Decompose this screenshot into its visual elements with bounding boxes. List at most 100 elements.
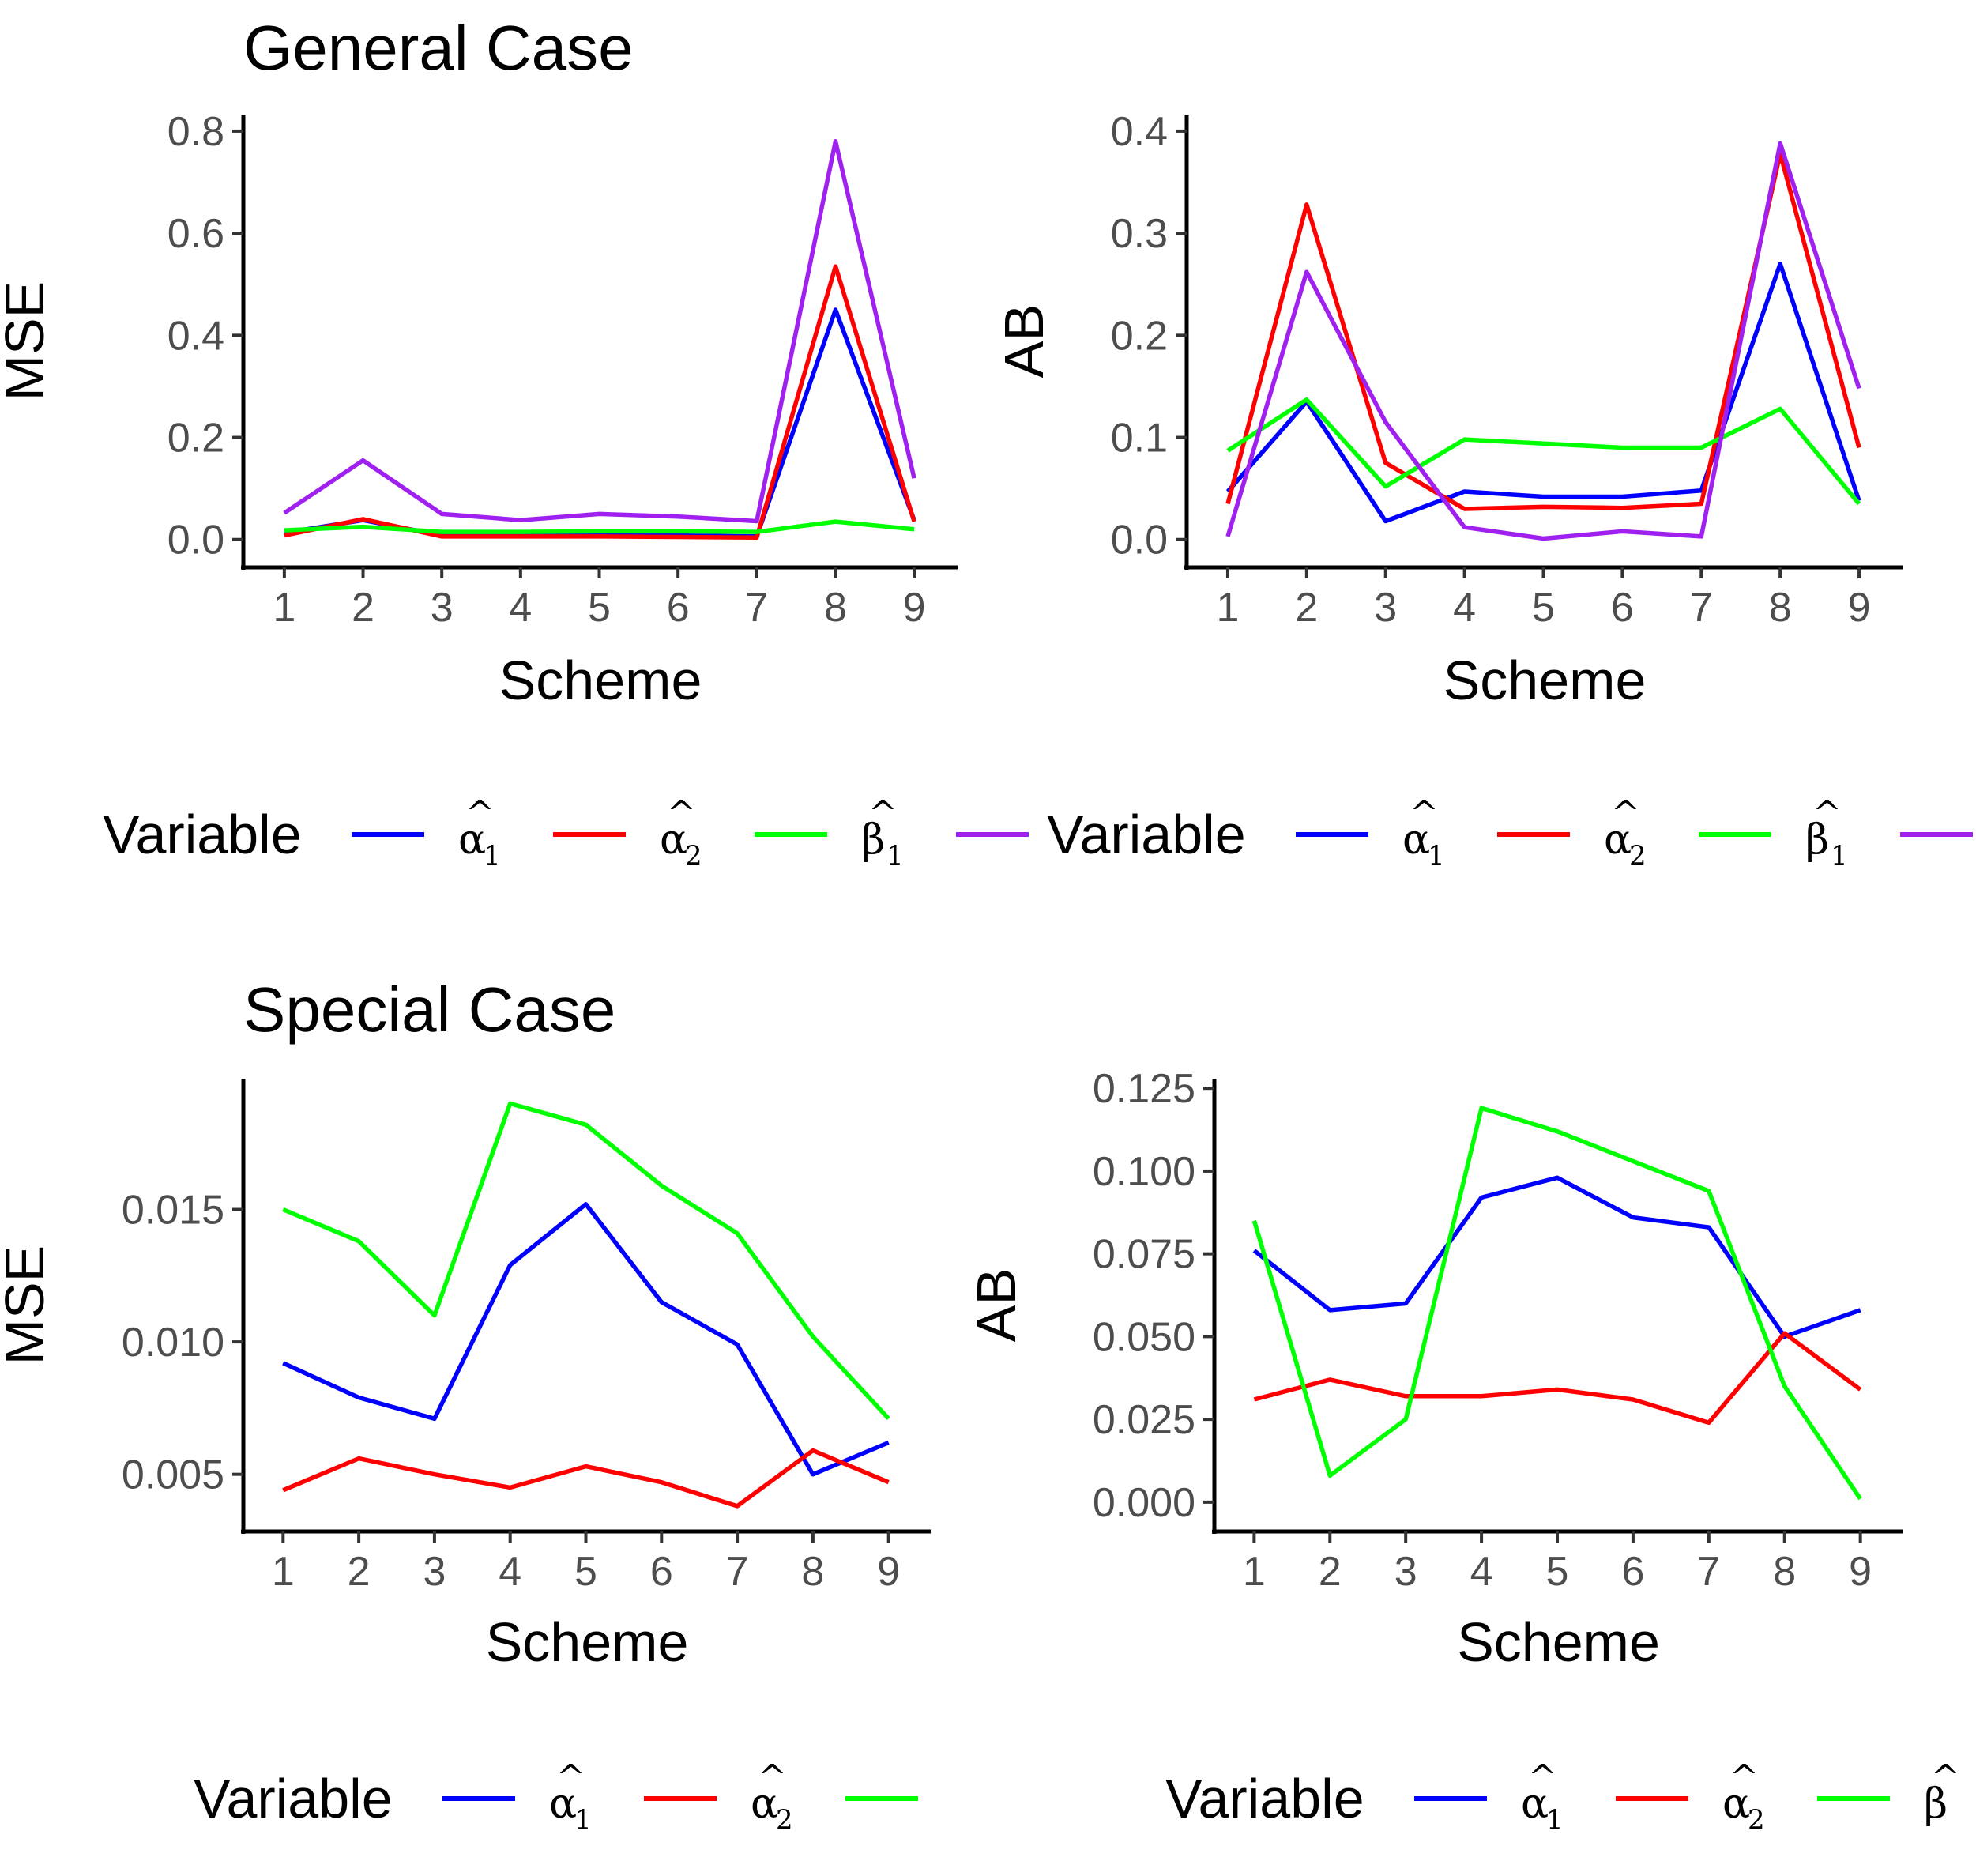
x-axis-title: Scheme xyxy=(1457,1611,1660,1673)
x-tick-label: 1 xyxy=(1243,1549,1266,1595)
x-tick-label: 2 xyxy=(1319,1549,1342,1595)
x-tick-label: 7 xyxy=(1690,585,1713,631)
series-line-0 xyxy=(284,307,916,539)
x-tick-label: 8 xyxy=(801,1549,824,1595)
legend-entry-sub: 2 xyxy=(1748,1804,1765,1836)
legend-entry-sub: 2 xyxy=(685,840,702,872)
series-line-2 xyxy=(282,1101,890,1421)
series-line-0 xyxy=(282,1202,890,1477)
legend-title: Variable xyxy=(103,804,302,865)
x-tick-label: 3 xyxy=(423,1549,446,1595)
y-tick-label: 0.6 xyxy=(167,211,224,257)
x-tick-label: 6 xyxy=(1611,585,1634,631)
y-tick-label: 0.2 xyxy=(167,416,224,461)
y-tick-label: 0.005 xyxy=(122,1452,224,1498)
x-tick-label: 8 xyxy=(1769,585,1792,631)
x-tick-label: 2 xyxy=(352,585,374,631)
legend-4: Variable α^1 α^2 β^ xyxy=(1165,1757,1960,1836)
y-tick-label: 0.2 xyxy=(1111,313,1168,359)
legend-entry-base: α xyxy=(1521,1780,1549,1828)
legend-entry-base: α xyxy=(549,1780,577,1828)
y-tick-label: 0.0 xyxy=(1111,518,1168,563)
legend-entry-label: α^ 2 xyxy=(1604,793,1647,872)
legend-title: Variable xyxy=(1047,804,1246,865)
chart-panel-top-right: 0.0 0.1 0.2 0.3 0.4 1 2 3 4 5 6 7 8 9 Scheme AB xyxy=(993,109,1903,711)
series-line-0 xyxy=(1225,262,1861,524)
legend-entry-base: α xyxy=(751,1780,778,1828)
legend-entry-base: α xyxy=(660,816,687,864)
legend-title: Variable xyxy=(1165,1768,1364,1829)
legend-entry-base: β xyxy=(1805,816,1829,864)
legend-entry-base: α xyxy=(1604,816,1632,864)
legend-entry-sub: 1 xyxy=(1428,840,1445,872)
y-tick-label: 0.075 xyxy=(1093,1232,1195,1278)
x-tick-label: 4 xyxy=(1470,1549,1493,1595)
x-tick-label: 4 xyxy=(1453,585,1476,631)
chart-title: General Case xyxy=(243,13,634,83)
legend-2: Variable α^1 α^ 2 β^1 xyxy=(1047,793,1973,872)
x-tick-label: 5 xyxy=(574,1549,597,1595)
x-tick-label: 7 xyxy=(1697,1549,1720,1595)
y-tick-label: 0.4 xyxy=(167,313,224,359)
y-tick-label: 0.010 xyxy=(122,1320,224,1366)
x-tick-label: 4 xyxy=(509,585,532,631)
legend-entry-base: β xyxy=(1924,1780,1948,1828)
series-line-1 xyxy=(1253,1331,1862,1426)
x-tick-label: 4 xyxy=(499,1549,521,1595)
legend-entry-sub: 1 xyxy=(1831,840,1848,872)
legend-entry-hat: ^ xyxy=(1931,1757,1960,1798)
legend-entry-hat: ^ xyxy=(556,1757,585,1798)
x-tick-label: 7 xyxy=(745,585,768,631)
legend-entry-base: α xyxy=(1722,1780,1750,1828)
legend-entry-base: β xyxy=(861,816,885,864)
y-tick-label: 0.100 xyxy=(1093,1149,1195,1195)
series-line-1 xyxy=(1225,151,1861,511)
x-tick-label: 6 xyxy=(650,1549,673,1595)
legend-entry-label: β^ 1 xyxy=(1805,793,1848,872)
legend-entry-label: β^ 1 xyxy=(861,793,904,872)
legend-entry-sub: 2 xyxy=(776,1804,793,1836)
series-line-1 xyxy=(284,264,916,540)
x-tick-label: 3 xyxy=(1394,1549,1417,1595)
y-axis-title: MSE xyxy=(0,1245,55,1366)
legend-entry-label: α^ 2 xyxy=(751,1757,793,1836)
y-tick-label: 0.8 xyxy=(167,109,224,155)
x-tick-label: 1 xyxy=(272,1549,295,1595)
legend-entry-hat: ^ xyxy=(1528,1757,1557,1798)
y-tick-label: 0.125 xyxy=(1093,1066,1195,1112)
chart-panel-bottom-left: Special Case 0.005 0.010 0.015 1 2 3 4 5 6 7 8 9 Sche… xyxy=(0,974,931,1673)
series-line-3 xyxy=(283,139,916,524)
chart-panel-top-left: General Case 0.0 0.2 0.4 0.6 0.8 1 2 3 4 5 6 7 8 9 Sche… xyxy=(0,13,958,711)
x-tick-label: 1 xyxy=(1216,585,1239,631)
x-tick-label: 3 xyxy=(431,585,454,631)
x-axis-title: Scheme xyxy=(499,650,702,711)
x-tick-label: 5 xyxy=(588,585,611,631)
y-tick-label: 0.025 xyxy=(1093,1397,1195,1443)
legend-entry-hat: ^ xyxy=(667,793,696,834)
x-tick-label: 9 xyxy=(903,585,926,631)
x-tick-label: 8 xyxy=(824,585,847,631)
legend-entry-sub: 1 xyxy=(484,840,501,872)
x-tick-label: 2 xyxy=(1295,585,1318,631)
legend-entry-hat: ^ xyxy=(1611,793,1640,834)
legend-entry-sub: 1 xyxy=(886,840,904,872)
x-tick-label: 5 xyxy=(1532,585,1555,631)
x-axis-title: Scheme xyxy=(486,1611,689,1673)
legend-entry-label: β^ xyxy=(1924,1757,1960,1828)
legend-entry-label: α^ 1 xyxy=(1402,793,1445,872)
x-tick-label: 6 xyxy=(1621,1549,1644,1595)
x-tick-label: 5 xyxy=(1546,1549,1569,1595)
x-tick-label: 9 xyxy=(877,1549,900,1595)
y-tick-label: 0.000 xyxy=(1093,1480,1195,1526)
legend-entry-sub: 2 xyxy=(1629,840,1647,872)
legend-entry-label: α^ 2 xyxy=(1722,1757,1765,1836)
x-tick-label: 6 xyxy=(667,585,690,631)
y-axis-title: AB xyxy=(965,1268,1027,1342)
legend-entry-hat: ^ xyxy=(465,793,495,834)
legend-1: Variable α^1 α^2 β^1 xyxy=(103,793,1029,872)
series-line-2 xyxy=(1251,1106,1862,1501)
series-line-1 xyxy=(282,1448,890,1509)
series-line-0 xyxy=(1252,1175,1861,1339)
y-tick-label: 0.4 xyxy=(1111,109,1168,155)
